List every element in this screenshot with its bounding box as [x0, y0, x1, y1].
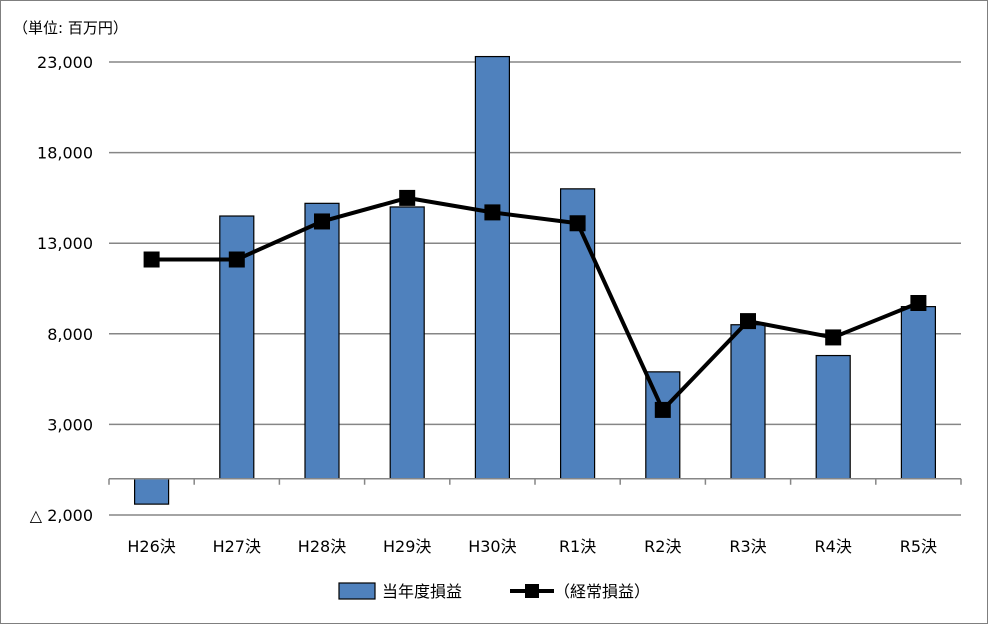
line-marker: [484, 204, 501, 221]
unit-label: （単位: 百万円）: [13, 19, 128, 37]
bar: [474, 55, 510, 480]
line-marker: [314, 213, 330, 230]
bar: [134, 478, 170, 505]
y-tick-label: △ 2,000: [30, 506, 93, 525]
bar: [559, 188, 596, 480]
line-marker: [228, 251, 245, 268]
bar: [730, 324, 766, 480]
x-tick-label: R3決: [729, 537, 766, 556]
x-tick-label: R2決: [644, 537, 681, 556]
bar: [389, 206, 425, 480]
line-path: [151, 195, 920, 412]
legend-label: （経常損益）: [554, 582, 650, 601]
line-series: [143, 189, 927, 418]
x-tick-label: H26決: [127, 537, 175, 556]
bar: [815, 354, 851, 480]
x-tick-label: R1決: [559, 537, 596, 556]
x-tick-label: H30決: [468, 537, 516, 556]
line-marker: [143, 251, 160, 268]
y-tick-label: 23,000: [37, 53, 93, 72]
y-tick-labels: △ 2,000 3,000 8,000 13,000 18,000 23,000: [30, 53, 93, 525]
bar: [900, 306, 937, 480]
x-tick-label: H29決: [383, 537, 431, 556]
line-marker: [569, 215, 586, 232]
line-marker: [654, 401, 671, 418]
x-tick-label: H27決: [213, 537, 261, 556]
bar-series: [134, 55, 937, 505]
line-marker: [825, 329, 842, 346]
line-marker: [910, 294, 927, 311]
legend-label: 当年度損益: [382, 582, 462, 601]
y-tick-label: 18,000: [37, 144, 93, 163]
legend-swatch-bar: [338, 582, 376, 600]
y-tick-label: 3,000: [47, 415, 93, 434]
line-marker: [399, 189, 416, 206]
x-tick-labels: H26決 H27決 H28決 H29決 H30決 R1決 R2決 R3決 R4決 R5決: [127, 537, 937, 556]
legend-swatch-marker: [525, 584, 539, 598]
x-tick-label: R4決: [815, 537, 852, 556]
x-tick-label: H28決: [298, 537, 346, 556]
y-tick-label: 8,000: [47, 325, 93, 344]
bar: [304, 202, 340, 480]
legend: 当年度損益 （経常損益）: [338, 582, 650, 601]
x-tick-label: R5決: [900, 537, 937, 556]
y-tick-label: 13,000: [37, 234, 93, 253]
line-marker: [740, 313, 756, 330]
